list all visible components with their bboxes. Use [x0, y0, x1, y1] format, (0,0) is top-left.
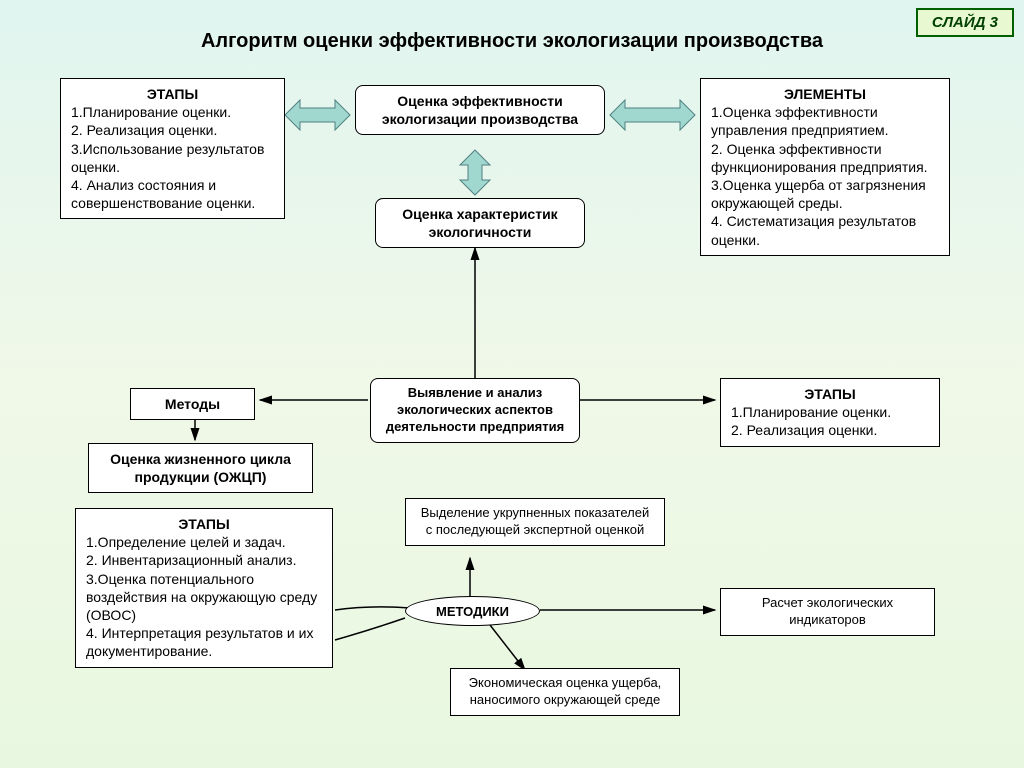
box-vydelenie: Выделение укрупненных показателей с посл…: [405, 498, 665, 546]
box-etapy-1-title: ЭТАПЫ: [71, 85, 274, 103]
box-etapy-1: ЭТАПЫ 1.Планирование оценки. 2. Реализац…: [60, 78, 285, 219]
box-raschet: Расчет экологических индикаторов: [720, 588, 935, 636]
box-econ: Экономическая оценка ущерба, наносимого …: [450, 668, 680, 716]
box-elementy-body: 1.Оценка эффективности управления предпр…: [711, 103, 939, 249]
box-etapy-3-body: 1.Определение целей и задач. 2. Инвентар…: [86, 533, 322, 660]
box-ocenka-eff: Оценка эффективности экологизации произв…: [355, 85, 605, 135]
box-ocenka-har: Оценка характеристик экологичности: [375, 198, 585, 248]
box-etapy-2-title: ЭТАПЫ: [731, 385, 929, 403]
box-elementy-title: ЭЛЕМЕНТЫ: [711, 85, 939, 103]
box-etapy-2-body: 1.Планирование оценки. 2. Реализация оце…: [731, 403, 929, 439]
box-etapy-1-body: 1.Планирование оценки. 2. Реализация оце…: [71, 103, 274, 212]
fat-arrow-right: [610, 100, 695, 130]
box-vyyavlenie: Выявление и анализ экологических аспекто…: [370, 378, 580, 443]
oval-metodiki: МЕТОДИКИ: [405, 596, 540, 626]
box-ozcp: Оценка жизненного цикла продукции (ОЖЦП): [88, 443, 313, 493]
fat-arrow-vert-top: [460, 150, 490, 195]
box-metody: Методы: [130, 388, 255, 420]
box-etapy-2: ЭТАПЫ 1.Планирование оценки. 2. Реализац…: [720, 378, 940, 447]
box-etapy-3-title: ЭТАПЫ: [86, 515, 322, 533]
box-etapy-3: ЭТАПЫ 1.Определение целей и задач. 2. Ин…: [75, 508, 333, 668]
page-title: Алгоритм оценки эффективности экологизац…: [0, 30, 1024, 53]
box-elementy: ЭЛЕМЕНТЫ 1.Оценка эффективности управлен…: [700, 78, 950, 256]
fat-arrow-left: [285, 100, 350, 130]
